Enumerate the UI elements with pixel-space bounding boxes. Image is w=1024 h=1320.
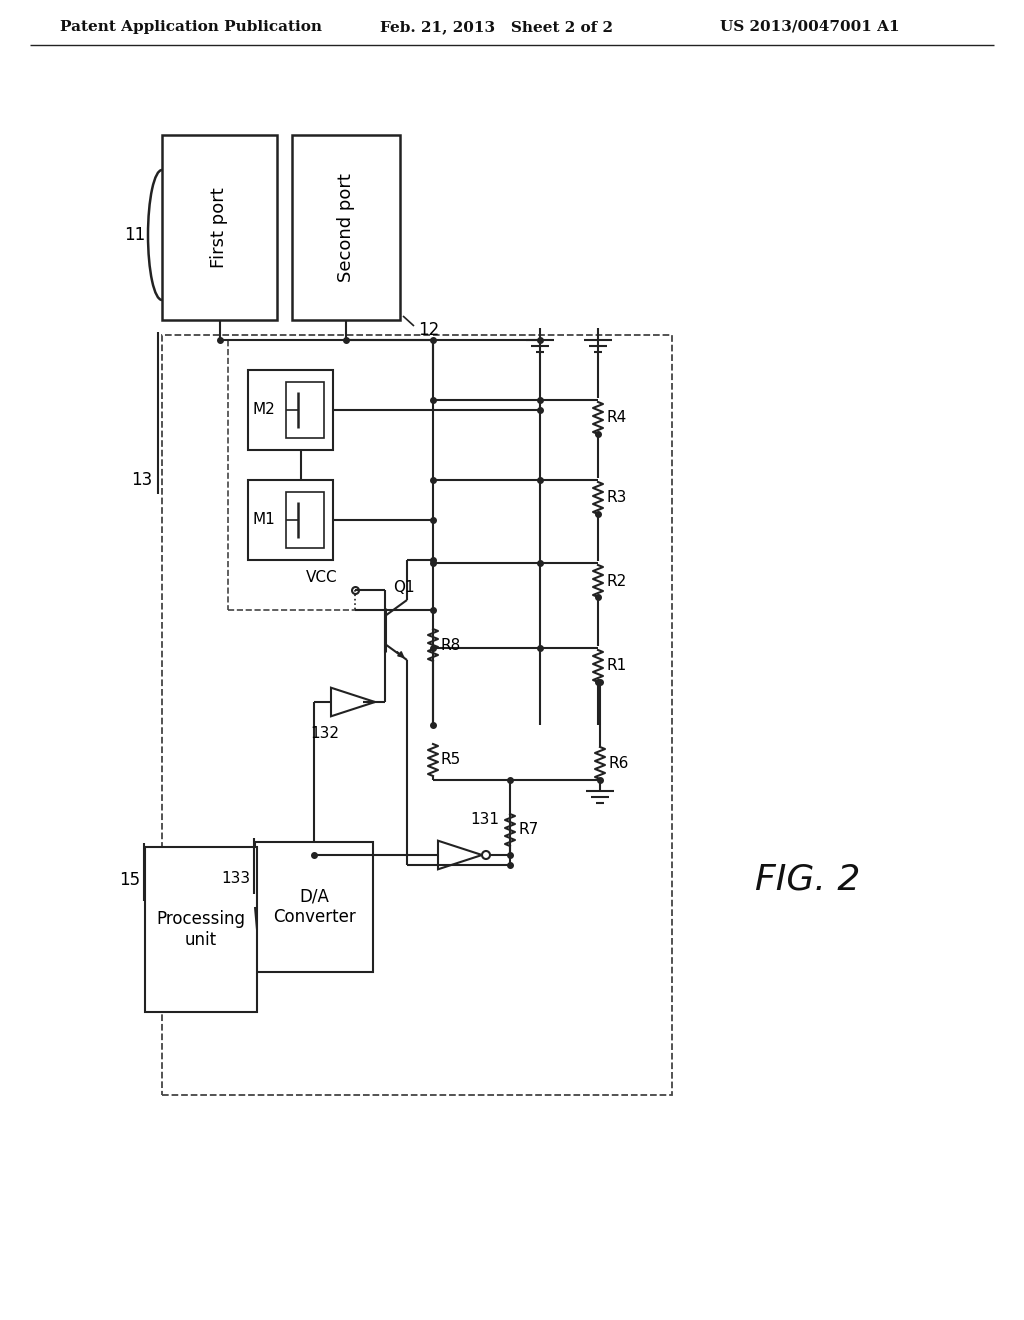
Text: 132: 132	[310, 726, 340, 742]
Text: R2: R2	[606, 573, 627, 589]
Text: 131: 131	[470, 812, 499, 826]
Polygon shape	[248, 480, 333, 560]
Text: R4: R4	[606, 411, 627, 425]
Text: 11: 11	[124, 226, 145, 244]
Text: Feb. 21, 2013   Sheet 2 of 2: Feb. 21, 2013 Sheet 2 of 2	[380, 20, 613, 34]
Polygon shape	[162, 135, 278, 319]
Text: 13: 13	[131, 471, 152, 488]
Text: R1: R1	[606, 659, 627, 673]
Text: 12: 12	[418, 321, 439, 339]
Polygon shape	[286, 492, 324, 548]
Text: FIG. 2: FIG. 2	[755, 863, 860, 898]
Text: 15: 15	[119, 871, 140, 888]
Text: R3: R3	[606, 491, 627, 506]
Text: R5: R5	[441, 752, 461, 767]
Polygon shape	[255, 842, 373, 972]
Text: First port: First port	[211, 187, 228, 268]
Text: Patent Application Publication: Patent Application Publication	[60, 20, 322, 34]
Text: 133: 133	[221, 871, 250, 886]
Polygon shape	[286, 381, 324, 438]
Text: R7: R7	[518, 822, 539, 837]
Text: R6: R6	[608, 755, 629, 771]
Polygon shape	[292, 135, 400, 319]
Text: US 2013/0047001 A1: US 2013/0047001 A1	[720, 20, 900, 34]
Text: VCC: VCC	[306, 570, 338, 586]
Text: Second port: Second port	[337, 173, 355, 282]
Polygon shape	[145, 847, 257, 1012]
Text: Processing
unit: Processing unit	[157, 909, 246, 949]
Text: Q1: Q1	[393, 581, 415, 595]
Text: R8: R8	[441, 638, 461, 652]
Polygon shape	[248, 370, 333, 450]
Text: M1: M1	[253, 512, 275, 528]
Text: M2: M2	[253, 403, 275, 417]
Text: D/A
Converter: D/A Converter	[272, 887, 355, 927]
